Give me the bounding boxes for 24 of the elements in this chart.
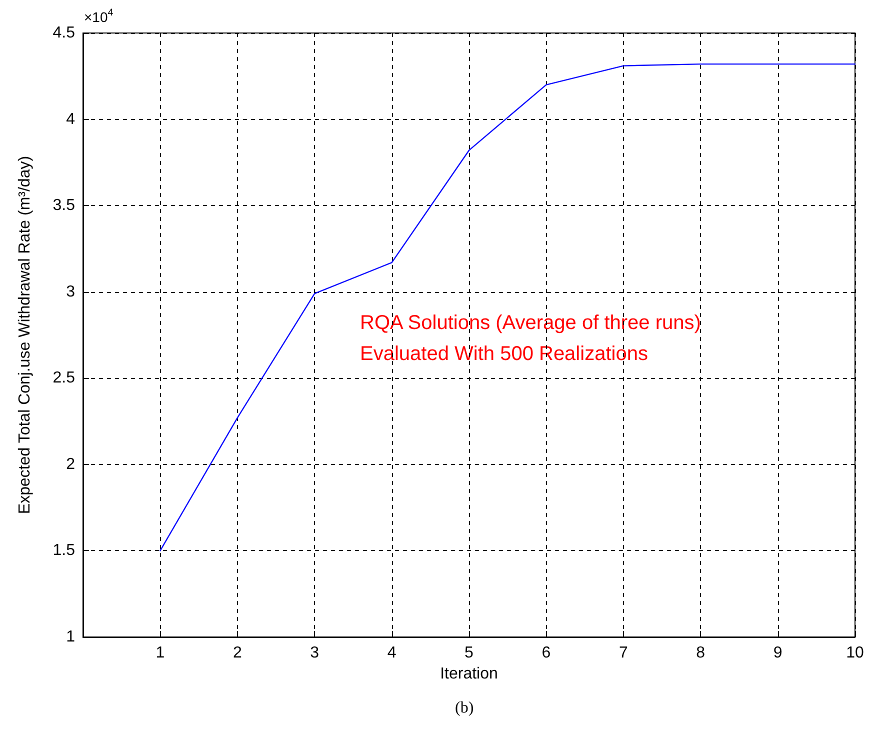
x-tick-label: 2 xyxy=(232,644,242,662)
y-tick-label: 4.5 xyxy=(52,24,76,42)
x-tick-label: 6 xyxy=(542,644,551,662)
y-axis-title: Expected Total Conj.use Withdrawal Rate (m³/day) xyxy=(16,156,34,514)
y-tick-label: 3.5 xyxy=(52,197,76,214)
x-tick-label: 7 xyxy=(618,644,628,662)
x-tick-label: 10 xyxy=(846,644,864,662)
y-tick-label: 3 xyxy=(66,283,76,300)
y-tick-label: 2 xyxy=(66,456,76,473)
line-series xyxy=(160,63,856,552)
y-tick-label: 4 xyxy=(66,110,76,128)
x-tick-label: 4 xyxy=(387,644,396,662)
x-tick-label: 1 xyxy=(156,644,165,662)
x-tick-label: 8 xyxy=(696,644,706,662)
y-tick-label: 2.5 xyxy=(52,370,76,387)
y-tick-label: 1 xyxy=(66,628,76,646)
x-tick-label: 5 xyxy=(464,644,474,662)
annotation: RQA Solutions (Average of three runs) xyxy=(360,312,701,334)
x-tick-label: 9 xyxy=(773,644,782,662)
x-tick-label: 3 xyxy=(310,644,320,662)
text: (b) xyxy=(455,700,474,716)
x-axis-title: Iteration xyxy=(440,665,498,682)
annotation: Evaluated With 500 Realizations xyxy=(360,343,648,365)
y-tick-label: 1.5 xyxy=(52,542,76,560)
